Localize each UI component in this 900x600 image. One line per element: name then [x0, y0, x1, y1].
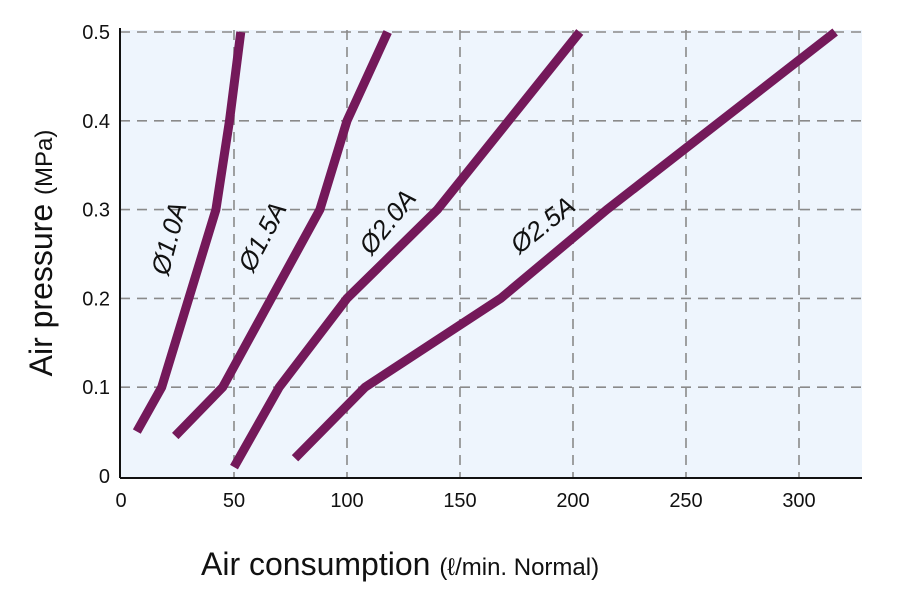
x-tick-label: 0	[115, 490, 126, 512]
y-tick-label: 0.3	[82, 200, 110, 222]
x-tick-label: 50	[223, 490, 245, 512]
y-axis-label: Air pressure (MPa)	[23, 130, 59, 377]
y-tick-label: 0.5	[82, 22, 110, 44]
series-line	[132, 31, 246, 434]
series-line	[291, 28, 838, 462]
axes	[119, 28, 862, 479]
x-tick-label: 250	[669, 490, 702, 512]
series-lines	[132, 28, 838, 470]
tick-labels: 0 50 100 150 200 250 300 0 0.1 0.2 0.3 0.4 0.5	[82, 22, 816, 512]
x-axis-label: Air consumption (ℓ/min. Normal)	[201, 546, 599, 582]
series-line	[172, 30, 392, 440]
x-tick-label: 300	[782, 490, 815, 512]
x-tick-label: 150	[443, 490, 476, 512]
x-tick-label: 100	[330, 490, 363, 512]
y-tick-label: 0.4	[82, 111, 110, 133]
series-line	[230, 29, 584, 470]
y-tick-label: 0	[99, 466, 110, 488]
y-tick-label: 0.2	[82, 288, 110, 310]
x-tick-label: 200	[556, 490, 589, 512]
y-tick-label: 0.1	[82, 377, 110, 399]
